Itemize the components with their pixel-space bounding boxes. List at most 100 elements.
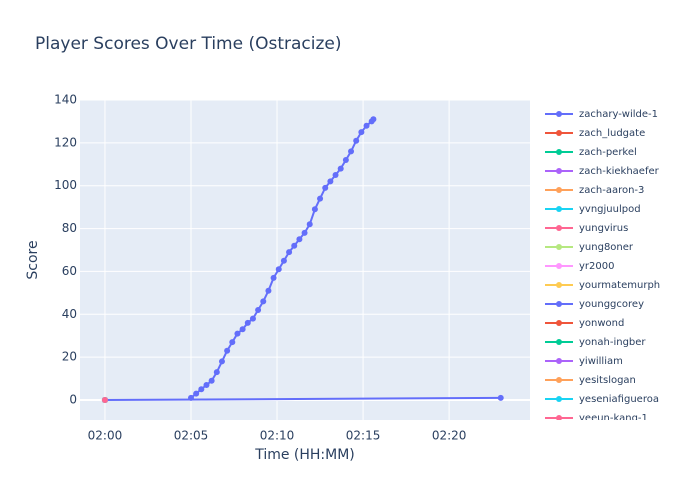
y-tick-label: 60 <box>62 264 77 278</box>
data-point <box>327 178 334 185</box>
legend-marker <box>556 301 562 307</box>
data-point <box>301 229 308 236</box>
y-tick-label: 40 <box>62 307 77 321</box>
legend-label: yvngjuulpod <box>579 204 641 215</box>
legend-item[interactable]: younggcorey <box>545 299 644 310</box>
legend-marker <box>556 130 562 136</box>
data-point <box>265 287 272 294</box>
data-point <box>203 382 210 389</box>
legend-label: yonwond <box>579 318 624 329</box>
data-point <box>229 339 236 346</box>
data-point <box>306 221 313 228</box>
legend-marker <box>556 263 562 269</box>
y-tick-label: 20 <box>62 350 77 364</box>
legend-marker <box>556 168 562 174</box>
legend-item[interactable]: yungvirus <box>545 223 628 234</box>
legend-label: zach-perkel <box>579 147 637 158</box>
legend-item[interactable]: zach-perkel <box>545 147 637 158</box>
plot-area <box>80 100 530 420</box>
data-point <box>239 326 246 333</box>
legend-item[interactable]: yvngjuulpod <box>545 204 641 215</box>
legend-label: zach_ludgate <box>579 128 645 139</box>
x-tick-label: 02:15 <box>346 429 381 443</box>
legend-item[interactable]: yiwilliam <box>545 356 623 367</box>
legend-marker <box>556 187 562 193</box>
data-point <box>353 137 360 144</box>
data-point <box>358 129 365 136</box>
legend-item[interactable]: yesitslogan <box>545 375 636 386</box>
legend-item[interactable]: zach-kiekhaefer <box>545 166 660 177</box>
legend-marker <box>556 396 562 402</box>
y-tick-label: 120 <box>54 135 77 149</box>
y-tick-label: 140 <box>54 93 77 107</box>
data-point <box>280 257 287 264</box>
legend-marker <box>556 225 562 231</box>
legend-item[interactable]: yonah-ingber <box>545 337 646 348</box>
legend-item[interactable]: yr2000 <box>545 261 614 272</box>
x-tick-label: 02:05 <box>174 429 209 443</box>
legend-label: yonah-ingber <box>579 337 646 348</box>
series-line <box>104 396 501 402</box>
data-point <box>291 242 298 249</box>
x-tick-label: 02:10 <box>260 429 295 443</box>
data-point <box>363 122 370 129</box>
legend-item[interactable]: zach-aaron-3 <box>545 185 644 196</box>
y-tick-label: 0 <box>69 393 77 407</box>
data-point <box>322 184 329 191</box>
legend-label: yiwilliam <box>579 356 623 367</box>
legend-marker <box>556 415 562 420</box>
legend-item[interactable]: zach_ludgate <box>545 128 645 139</box>
legend-item[interactable]: zachary-wilde-1 <box>545 109 658 120</box>
legend-label: younggcorey <box>579 299 644 310</box>
data-point <box>244 319 251 326</box>
data-point <box>497 394 504 401</box>
legend-label: yungvirus <box>579 223 628 234</box>
data-point <box>208 377 215 384</box>
data-point <box>348 148 355 155</box>
legend-label: yesitslogan <box>579 375 636 386</box>
data-point <box>296 236 303 243</box>
data-point <box>193 390 200 397</box>
legend-label: yr2000 <box>579 261 614 272</box>
y-axis-title: Score <box>25 240 41 279</box>
legend-marker <box>556 206 562 212</box>
data-point <box>249 315 256 322</box>
legend-label: zachary-wilde-1 <box>579 109 658 120</box>
data-point <box>218 358 225 365</box>
x-tick-label: 02:20 <box>432 429 467 443</box>
data-point <box>198 386 205 393</box>
data-point <box>224 347 231 354</box>
legend-item[interactable]: yeeun-kang-1 <box>545 413 648 424</box>
legend-label: yung8oner <box>579 242 634 253</box>
legend-item[interactable]: yourmatemurph <box>545 280 660 291</box>
legend-marker <box>556 282 562 288</box>
data-point <box>270 274 277 281</box>
legend-item[interactable]: yung8oner <box>545 242 634 253</box>
chart-title: Player Scores Over Time (Ostracize) <box>35 34 342 54</box>
data-point <box>255 307 262 314</box>
data-point <box>337 165 344 172</box>
legend-item[interactable]: yonwond <box>545 318 624 329</box>
legend-marker <box>556 320 562 326</box>
legend-item[interactable]: yeseniafigueroa <box>545 394 659 405</box>
data-point <box>342 157 349 164</box>
y-tick-label: 100 <box>54 178 77 192</box>
legend-marker <box>556 339 562 345</box>
legend-marker <box>556 377 562 383</box>
data-point <box>213 369 220 376</box>
legend-marker <box>556 149 562 155</box>
data-point <box>332 172 339 179</box>
data-point <box>317 195 324 202</box>
data-point <box>260 298 267 305</box>
data-point <box>370 116 377 123</box>
data-point <box>275 266 282 273</box>
data-point <box>311 206 318 213</box>
data-point <box>286 249 293 256</box>
data-point <box>234 330 241 337</box>
legend-label: yeeun-kang-1 <box>579 413 648 424</box>
legend-marker <box>556 358 562 364</box>
data-point <box>101 397 108 404</box>
legend-label: zach-kiekhaefer <box>579 166 660 177</box>
